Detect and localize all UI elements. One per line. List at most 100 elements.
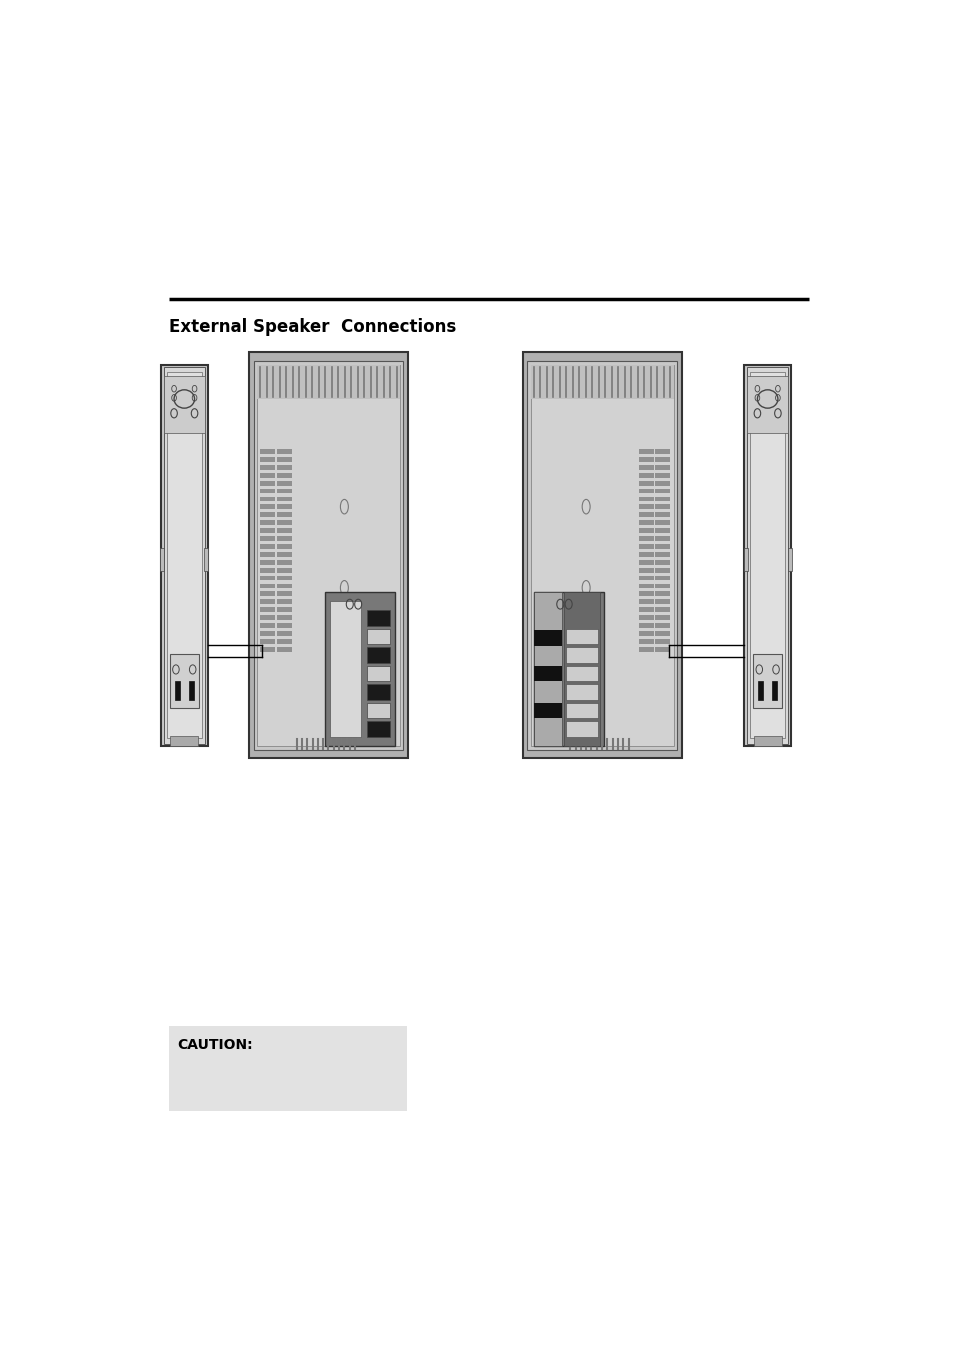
Bar bbox=[260, 528, 275, 534]
Bar bbox=[276, 592, 292, 596]
Bar bbox=[171, 736, 198, 746]
Bar bbox=[655, 576, 670, 581]
Bar bbox=[638, 481, 653, 485]
Bar bbox=[367, 611, 389, 626]
Bar bbox=[276, 631, 292, 636]
Bar bbox=[256, 365, 399, 399]
Bar bbox=[638, 512, 653, 517]
Bar bbox=[260, 465, 275, 470]
Bar bbox=[638, 623, 653, 628]
Bar bbox=[565, 703, 597, 719]
Bar bbox=[367, 721, 389, 736]
Bar bbox=[655, 623, 670, 628]
Bar bbox=[276, 481, 292, 485]
Bar bbox=[753, 736, 781, 746]
Bar bbox=[638, 584, 653, 589]
Bar bbox=[276, 520, 292, 526]
Bar bbox=[638, 520, 653, 526]
Bar bbox=[260, 512, 275, 517]
Bar bbox=[260, 559, 275, 565]
Bar bbox=[325, 592, 395, 746]
Bar bbox=[161, 365, 208, 746]
Bar bbox=[565, 666, 597, 681]
Bar bbox=[638, 465, 653, 470]
Bar bbox=[655, 584, 670, 589]
Bar bbox=[655, 465, 670, 470]
Bar bbox=[260, 647, 275, 651]
Bar bbox=[638, 457, 653, 462]
Bar bbox=[655, 631, 670, 636]
Bar bbox=[743, 365, 790, 746]
Bar bbox=[655, 504, 670, 509]
Bar bbox=[527, 361, 676, 750]
Bar bbox=[655, 473, 670, 478]
Bar bbox=[772, 681, 776, 700]
Bar bbox=[204, 547, 208, 570]
Bar bbox=[565, 628, 597, 644]
Bar bbox=[638, 559, 653, 565]
Bar bbox=[164, 367, 205, 744]
Bar bbox=[638, 504, 653, 509]
Bar bbox=[655, 497, 670, 501]
Bar bbox=[276, 615, 292, 620]
Bar bbox=[638, 449, 653, 454]
Bar bbox=[655, 481, 670, 485]
Bar bbox=[276, 576, 292, 581]
Bar bbox=[533, 592, 561, 746]
Bar bbox=[638, 553, 653, 557]
Bar bbox=[253, 361, 403, 750]
Bar bbox=[638, 631, 653, 636]
Bar bbox=[367, 703, 389, 719]
Bar bbox=[260, 567, 275, 573]
Bar bbox=[638, 600, 653, 604]
Bar bbox=[638, 567, 653, 573]
Bar bbox=[276, 584, 292, 589]
Bar bbox=[638, 489, 653, 493]
Bar bbox=[260, 600, 275, 604]
Bar bbox=[260, 497, 275, 501]
Bar bbox=[276, 528, 292, 534]
Bar bbox=[170, 654, 198, 708]
Bar bbox=[533, 666, 561, 681]
Bar bbox=[276, 449, 292, 454]
Bar bbox=[367, 647, 389, 663]
Bar bbox=[276, 544, 292, 549]
Bar bbox=[655, 520, 670, 526]
Bar bbox=[638, 607, 653, 612]
Bar bbox=[260, 544, 275, 549]
Bar bbox=[276, 559, 292, 565]
Bar bbox=[260, 449, 275, 454]
Bar bbox=[655, 567, 670, 573]
Bar bbox=[638, 497, 653, 501]
Bar bbox=[276, 553, 292, 557]
Bar bbox=[189, 681, 193, 700]
Bar bbox=[276, 473, 292, 478]
Bar bbox=[655, 600, 670, 604]
Bar bbox=[276, 497, 292, 501]
Bar bbox=[638, 592, 653, 596]
Bar bbox=[638, 615, 653, 620]
Bar bbox=[276, 623, 292, 628]
Bar bbox=[276, 647, 292, 651]
Bar bbox=[260, 631, 275, 636]
Bar bbox=[638, 536, 653, 540]
Bar bbox=[530, 365, 673, 399]
Bar bbox=[655, 489, 670, 493]
Bar bbox=[260, 481, 275, 485]
Bar bbox=[169, 1025, 406, 1111]
Bar bbox=[260, 623, 275, 628]
Bar bbox=[276, 607, 292, 612]
Bar bbox=[638, 576, 653, 581]
Bar bbox=[787, 547, 791, 570]
Bar bbox=[746, 376, 787, 434]
Bar bbox=[638, 647, 653, 651]
Bar bbox=[655, 449, 670, 454]
Bar bbox=[260, 553, 275, 557]
Bar bbox=[563, 592, 599, 746]
Bar bbox=[160, 547, 164, 570]
Bar bbox=[276, 639, 292, 644]
Bar bbox=[164, 376, 205, 434]
Bar bbox=[260, 576, 275, 581]
Bar bbox=[638, 528, 653, 534]
Bar bbox=[746, 367, 787, 744]
